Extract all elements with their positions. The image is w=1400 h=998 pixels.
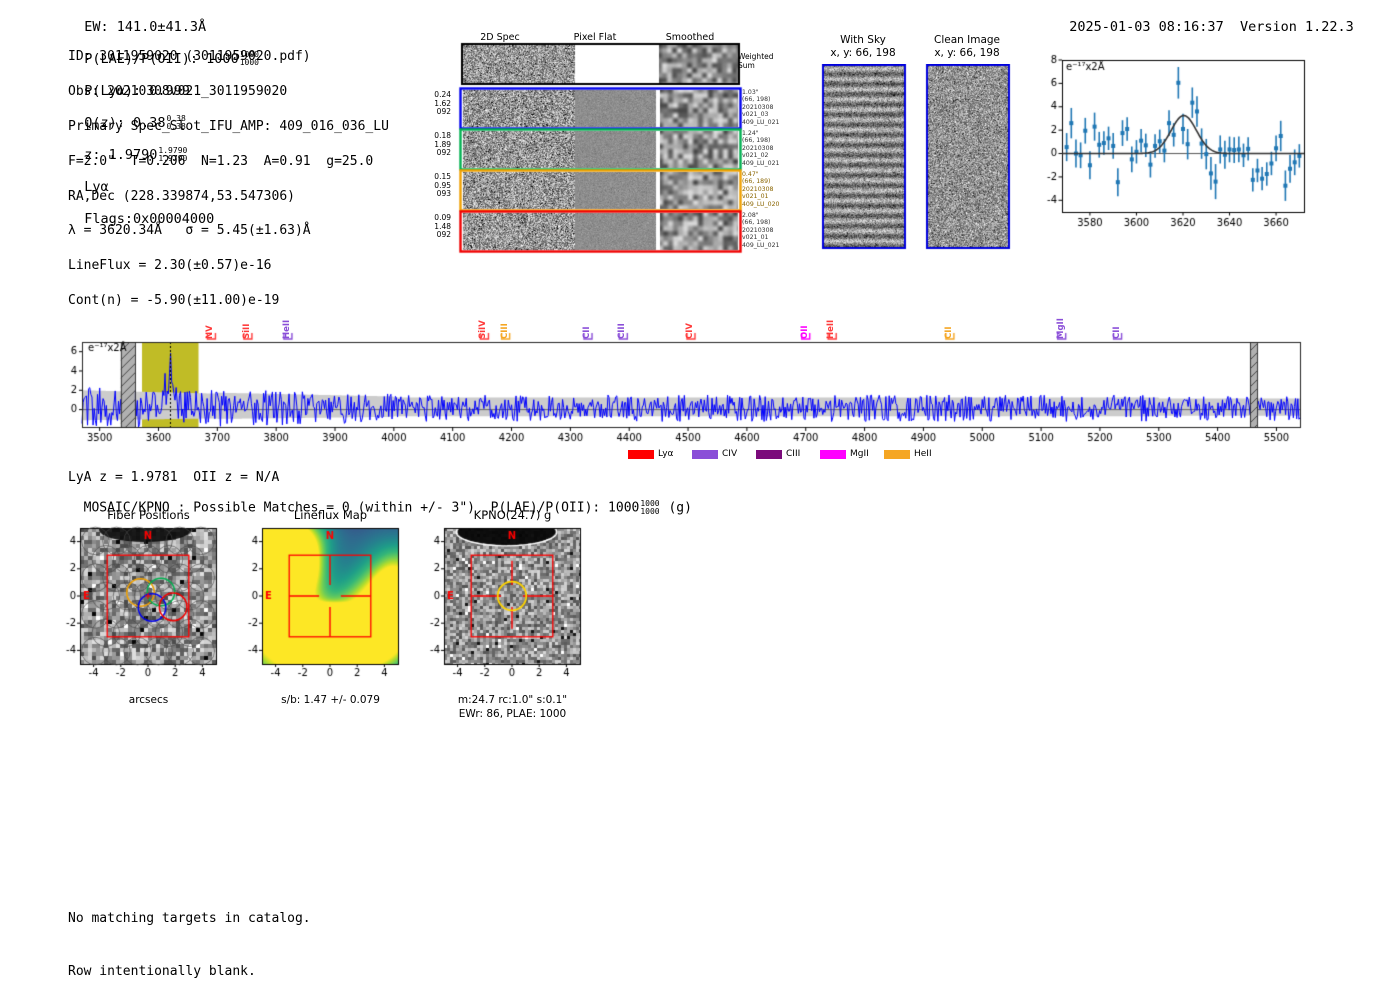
header-z-fraction: 1.9790 1.9790 — [158, 146, 188, 163]
emission-line-label-siiv-3: SiIV — [478, 320, 489, 339]
emission-line-label-cii-5: CII — [582, 326, 593, 339]
cutout-sub-with-sky: x, y: 66, 198 — [830, 47, 896, 59]
fiber-positions-canvas — [56, 524, 241, 694]
emission-line-label-heii-2: HeII — [281, 319, 292, 339]
info-obs: Obs: 20210308v021_3011959020 — [68, 84, 288, 100]
header-z-label: z: 1.9790 — [84, 147, 158, 163]
cutout-region: With Sky x, y: 66, 198 Clean Image x, y:… — [818, 34, 1018, 254]
line-fit-plot — [1032, 52, 1310, 242]
emission-line-label-civ-7: CIV — [685, 323, 695, 339]
panel-title-fiber-positions: Fiber Positions — [107, 508, 190, 522]
info-id: ID: 3011959020 (3011959020.pdf) — [68, 49, 311, 65]
cutout-canvas — [818, 64, 1018, 254]
info-params: F=2.0" T=0.206 N=1.23 A=0.91 g=25.0 — [68, 153, 374, 169]
panel-lineflux-map: Lineflux Map s/b: 1.47 +/- 0.079 — [238, 508, 423, 708]
info-radec: RA,Dec (228.339874,53.547306) — [68, 188, 295, 204]
legend-swatch-heii — [884, 450, 910, 459]
fiber-left-label: 0.09 1.48 092 — [434, 213, 451, 240]
info-primary-spec-slot: Primary Spec_Slot_IFU_AMP: 409_016_036_L… — [68, 119, 389, 135]
header-qz-label: Q(z): 0.38 — [84, 115, 166, 131]
header-plae-fraction: 1000 1000 — [239, 50, 259, 67]
emission-line-label-mgii-11: MgII — [1055, 318, 1066, 339]
panel-kpno: KPNO(24.7) g m:24.7 rc:1.0" s:0.1" EWr: … — [420, 508, 605, 723]
legend-swatch-civ — [692, 450, 718, 459]
fiber-right-label: 1.24" (66, 198) 20210308 v021_02 409_LU_… — [742, 130, 780, 167]
mosaic-headline-filter: (g) — [668, 500, 692, 516]
fiber-right-label: 2.08" (66, 198) 20210308 v021_01 409_LU_… — [742, 212, 780, 249]
fiber-right-label: 1.03" (66, 198) 20210308 v021_03 409_LU_… — [742, 89, 780, 126]
fiber-left-label: 0.24 1.62 092 — [434, 90, 451, 117]
cutout-title-with-sky: With Sky — [840, 34, 886, 46]
info-redshifts: LyA z = 1.9781 OII z = N/A — [68, 470, 280, 486]
header-qz-fraction: 0.38 0.38 — [166, 114, 186, 131]
kpno-canvas — [420, 524, 605, 694]
header-ew: EW: 141.0±41.3Å — [84, 19, 207, 35]
emission-line-label-nv-0: NV — [205, 325, 216, 339]
mosaic-plae-fraction: 1000 1000 — [640, 499, 660, 516]
header-summary-line: EW: 141.0±41.3Å P(LAE)/P(OII): 1000 1000 1… — [68, 3, 260, 227]
lineflux-map-canvas — [238, 524, 423, 694]
legend-label-mgii: MgII — [850, 449, 869, 459]
legend-swatch-mgii — [820, 450, 846, 459]
fiber-right-label: 0.47" (66, 189) 20210308 v021_01 409_LU_… — [742, 171, 780, 208]
full-spectrum-canvas — [60, 310, 1340, 470]
cutout-sub-clean-image: x, y: 66, 198 — [934, 47, 1000, 59]
emission-line-label-heii-9: HeII — [826, 319, 837, 339]
fiber-left-label: 0.18 1.89 092 — [434, 131, 451, 158]
emission-line-label-cii-10: CII — [943, 326, 954, 339]
spec2d-canvas — [455, 32, 775, 257]
emission-line-label-cii-12: CII — [1111, 326, 1122, 339]
emission-line-label-oii-8: OII — [799, 325, 810, 339]
full-spectrum-region: NV SiII HeII SiIV CIII CII CIII CIV OII HeII CII Mg… — [60, 310, 1340, 470]
legend-swatch-lyα — [628, 450, 654, 459]
line-fit-canvas — [1032, 52, 1310, 242]
panel-title-lineflux-map: Lineflux Map — [293, 508, 368, 522]
panel-caption-kpno: m:24.7 rc:1.0" s:0.1" — [457, 694, 568, 706]
mosaic-headline: MOSAIC/KPNO : Possible Matches = 0 (with… — [68, 485, 692, 516]
spec2d-region: 2D Spec Pixel Flat Smoothed Weighted Sum… — [434, 32, 779, 257]
emission-line-label-siii-1: SiII — [241, 323, 252, 339]
legend-label-ciii: CIII — [786, 449, 801, 459]
panel-caption2-kpno: EWr: 86, PLAE: 1000 — [458, 708, 567, 720]
legend-label-heii: HeII — [914, 449, 932, 459]
panel-fiber-positions: Fiber Positions arcsecs — [56, 508, 241, 708]
header-timestamp-version: 2025-01-03 08:16:37 Version 1.22.3 — [1053, 3, 1354, 35]
info-lineflux: LineFlux = 2.30(±0.57)e-16 — [68, 258, 272, 274]
emission-line-label-ciii-4: CIII — [499, 323, 510, 339]
timestamp: 2025-01-03 08:16:37 — [1069, 19, 1224, 35]
footer-text: No matching targets in catalog. Row inte… — [68, 875, 311, 998]
emission-line-label-ciii-6: CIII — [617, 323, 628, 339]
panel-caption-fiber-positions: arcsecs — [128, 694, 169, 706]
legend-label-lyα: Lyα — [658, 449, 674, 459]
footer-line-1: No matching targets in catalog. — [68, 911, 311, 926]
header-flags: Flags:0x00004000 — [84, 211, 215, 227]
footer-line-2: Row intentionally blank. — [68, 963, 256, 979]
info-lambda-sigma: λ = 3620.34Å σ = 5.45(±1.63)Å — [68, 223, 311, 239]
panel-caption-lineflux-map: s/b: 1.47 +/- 0.079 — [281, 694, 380, 706]
header-plae-label: P(LAE)/P(OII): 1000 — [84, 51, 239, 67]
info-cont-n: Cont(n) = -5.90(±11.00)e-19 — [68, 293, 280, 309]
header-plya: P(Lyα): 0.999 — [84, 83, 190, 99]
legend-swatch-ciii — [756, 450, 782, 459]
fiber-left-label: 0.15 0.95 093 — [434, 172, 451, 199]
version-label: Version 1.22.3 — [1239, 19, 1354, 35]
legend-label-civ: CIV — [722, 449, 738, 459]
cutout-title-clean-image: Clean Image — [933, 34, 1001, 46]
header-line-name: Lyα — [84, 179, 109, 195]
panel-title-kpno: KPNO(24.7) g — [473, 508, 552, 522]
mosaic-headline-text: MOSAIC/KPNO : Possible Matches = 0 (with… — [83, 500, 640, 516]
